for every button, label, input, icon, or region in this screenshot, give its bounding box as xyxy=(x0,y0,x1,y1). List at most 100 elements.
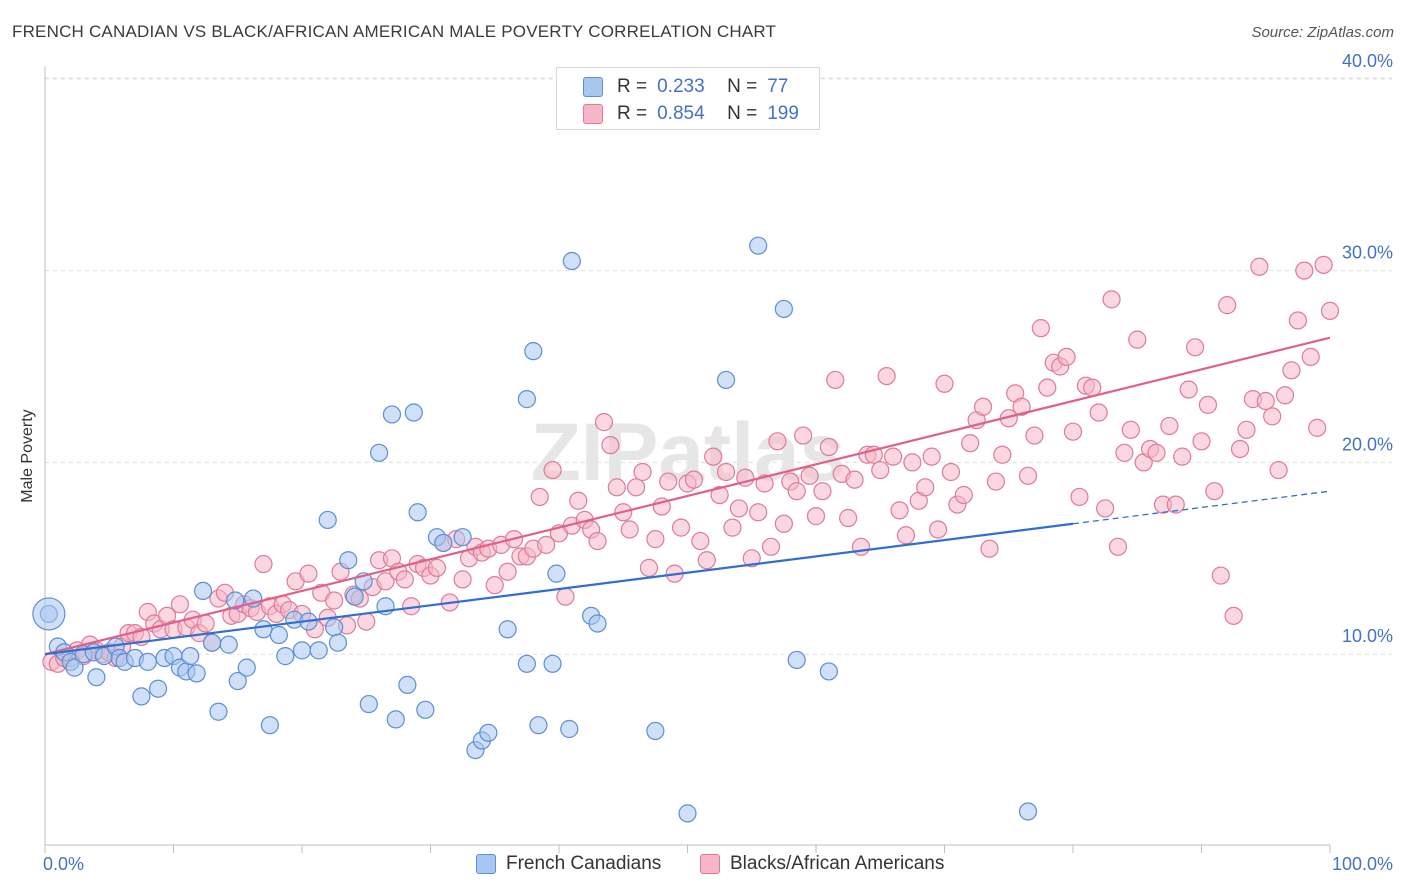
bottom-legend-label: Blacks/African Americans xyxy=(730,853,945,874)
tick-labels: 10.0% 20.0% 30.0% 40.0% 0.0% 100.0% xyxy=(43,51,1393,874)
pink-point xyxy=(1205,482,1224,501)
blue-point xyxy=(309,641,328,660)
pink-point xyxy=(761,537,781,556)
pink-point xyxy=(376,572,395,591)
y-tick-label: 10.0% xyxy=(1342,626,1393,646)
pink-point xyxy=(1320,301,1340,320)
pink-point xyxy=(839,508,858,528)
legend-row-blacks-african-americans: R = 0.854 N = 199 xyxy=(583,103,799,125)
trend-line-blue-extension xyxy=(1072,490,1331,525)
blue-point xyxy=(646,721,665,741)
pink-point xyxy=(890,501,909,520)
pink-point xyxy=(794,426,813,445)
pink-point xyxy=(1070,487,1089,507)
pink-point xyxy=(1160,416,1179,436)
pink-point xyxy=(1179,380,1198,399)
pink-point xyxy=(659,472,678,491)
blue-point xyxy=(193,581,213,601)
blue-point xyxy=(560,719,579,739)
pink-point xyxy=(704,447,723,466)
pink-point xyxy=(1018,466,1038,485)
trend-line-pink xyxy=(44,336,1331,656)
pink-point xyxy=(710,485,729,505)
pink-point xyxy=(1128,330,1147,349)
pink-point xyxy=(697,551,716,570)
series-blacks-african-americans xyxy=(42,255,1340,673)
pink-point xyxy=(543,460,562,480)
pink-point xyxy=(1121,420,1140,439)
blue-point xyxy=(588,614,607,633)
pink-point xyxy=(556,587,575,606)
legend-swatch-pink xyxy=(583,104,603,124)
bottom-legend-label: French Canadians xyxy=(506,853,662,874)
blue-point xyxy=(517,390,536,409)
pink-point xyxy=(1038,378,1057,397)
blue-point xyxy=(187,664,206,683)
y-tick-label: 30.0% xyxy=(1342,243,1393,263)
pink-point xyxy=(1147,443,1166,462)
pink-point xyxy=(993,445,1012,464)
blue-point xyxy=(148,679,168,698)
blue-point xyxy=(87,668,106,687)
blue-point xyxy=(237,658,256,677)
pink-point xyxy=(684,470,704,489)
pink-point xyxy=(800,466,819,485)
legend-r-value: 0.233 xyxy=(657,76,705,97)
pink-point xyxy=(877,366,896,386)
blue-point xyxy=(1018,802,1038,821)
pink-point xyxy=(357,612,376,631)
pink-point xyxy=(633,462,652,482)
blue-point xyxy=(132,687,151,706)
y-tick-label: 20.0% xyxy=(1342,434,1393,454)
pink-point xyxy=(1295,261,1314,280)
pink-point xyxy=(1301,347,1320,367)
pink-point xyxy=(1314,255,1333,274)
blue-point xyxy=(543,654,562,673)
blue-point xyxy=(398,675,417,694)
pink-point xyxy=(1096,499,1115,518)
pink-point xyxy=(1263,407,1282,426)
pink-point xyxy=(594,413,614,432)
pink-point xyxy=(254,554,273,574)
blue-point xyxy=(562,251,581,271)
pink-point xyxy=(1308,418,1327,437)
bottom-legend-blacks-african-americans: Blacks/African Americans xyxy=(700,852,944,876)
blue-point xyxy=(269,625,288,645)
blue-point xyxy=(416,700,435,719)
blue-point xyxy=(386,710,405,729)
pink-point xyxy=(935,374,954,393)
pink-point xyxy=(1256,391,1275,411)
blue-point xyxy=(787,650,806,670)
blue-point xyxy=(65,658,84,677)
bottom-legend-swatch-pink xyxy=(700,854,720,874)
x-tick-label: 0.0% xyxy=(43,854,84,874)
blue-point xyxy=(434,533,453,553)
pink-point xyxy=(883,447,903,466)
bottom-legend-french-canadians: French Canadians xyxy=(476,852,661,876)
pink-point xyxy=(916,478,935,497)
pink-point xyxy=(941,462,961,482)
blue-point xyxy=(318,510,337,530)
pink-point xyxy=(691,531,710,551)
blue-point xyxy=(292,641,312,660)
pink-point xyxy=(903,453,922,472)
blue-point xyxy=(202,633,222,652)
pink-point xyxy=(646,530,665,549)
blue-point xyxy=(359,694,378,714)
blue-point xyxy=(345,587,364,606)
legend-n-value: 77 xyxy=(767,76,789,97)
pink-point xyxy=(813,482,832,501)
pink-point xyxy=(530,487,549,507)
blue-point xyxy=(453,528,472,547)
pink-point xyxy=(1211,566,1230,585)
pink-point xyxy=(806,507,826,526)
pink-point xyxy=(537,535,556,554)
pink-point xyxy=(1185,338,1205,357)
pink-point xyxy=(980,539,999,558)
pink-point xyxy=(639,558,659,577)
blue-point xyxy=(219,635,238,654)
blue-point xyxy=(181,647,200,666)
pink-point xyxy=(742,549,761,568)
pink-point xyxy=(325,591,344,610)
